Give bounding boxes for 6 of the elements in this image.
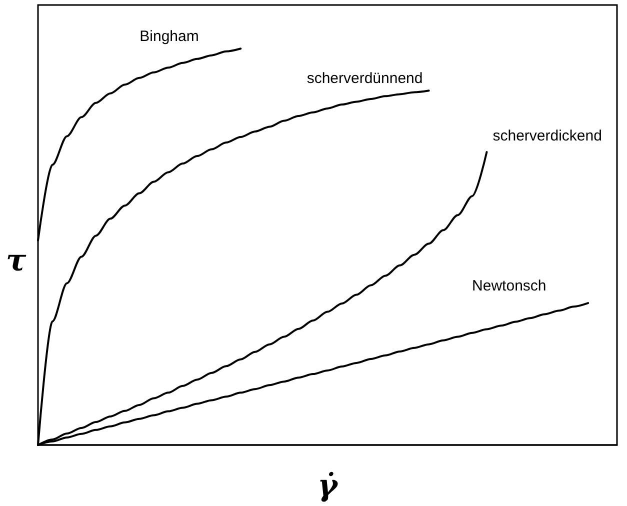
series-label: Newtonsch (472, 278, 546, 295)
series-label: scherverdünnend (306, 70, 423, 88)
series-label: Bingham (140, 28, 199, 46)
x-axis-title: γ̇ (318, 468, 339, 504)
y-axis-title: τ (6, 244, 27, 278)
series-label: scherverdickend (492, 128, 602, 145)
